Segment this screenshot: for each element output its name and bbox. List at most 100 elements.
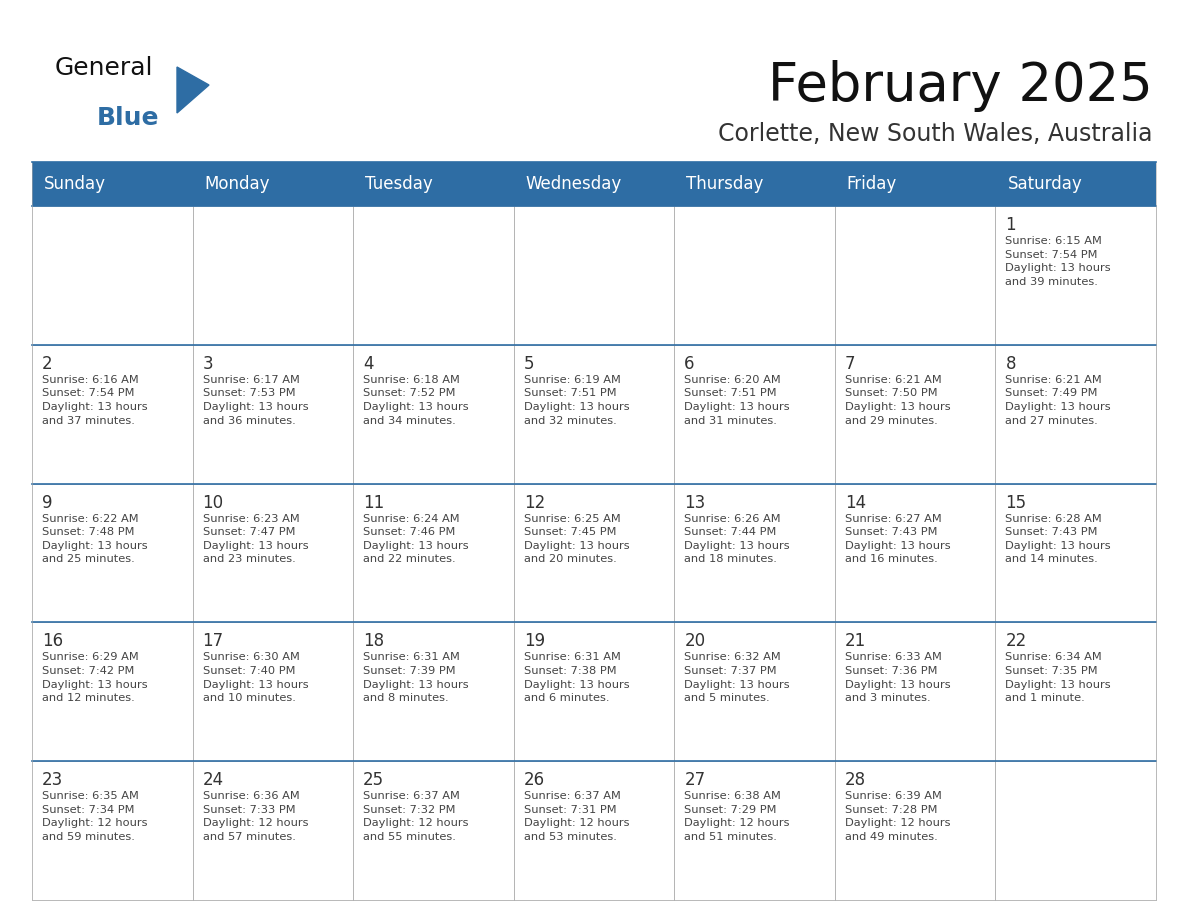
- Bar: [513, 484, 675, 622]
- Text: Sunrise: 6:37 AM
Sunset: 7:32 PM
Daylight: 12 hours
and 55 minutes.: Sunrise: 6:37 AM Sunset: 7:32 PM Dayligh…: [364, 791, 468, 842]
- Bar: [675, 345, 835, 484]
- Text: 12: 12: [524, 494, 545, 511]
- Text: Sunrise: 6:21 AM
Sunset: 7:50 PM
Daylight: 13 hours
and 29 minutes.: Sunrise: 6:21 AM Sunset: 7:50 PM Dayligh…: [845, 375, 950, 426]
- Bar: [996, 345, 1156, 484]
- Bar: [996, 206, 1156, 345]
- Bar: [513, 622, 675, 761]
- Text: Sunrise: 6:35 AM
Sunset: 7:34 PM
Daylight: 12 hours
and 59 minutes.: Sunrise: 6:35 AM Sunset: 7:34 PM Dayligh…: [42, 791, 147, 842]
- Text: Friday: Friday: [847, 175, 897, 193]
- Bar: [996, 761, 1156, 900]
- Bar: [675, 484, 835, 622]
- Text: 15: 15: [1005, 494, 1026, 511]
- Bar: [192, 345, 353, 484]
- Text: Sunrise: 6:32 AM
Sunset: 7:37 PM
Daylight: 13 hours
and 5 minutes.: Sunrise: 6:32 AM Sunset: 7:37 PM Dayligh…: [684, 653, 790, 703]
- Text: Sunrise: 6:31 AM
Sunset: 7:38 PM
Daylight: 13 hours
and 6 minutes.: Sunrise: 6:31 AM Sunset: 7:38 PM Dayligh…: [524, 653, 630, 703]
- Text: 24: 24: [203, 771, 223, 789]
- Bar: [513, 761, 675, 900]
- Text: Sunrise: 6:26 AM
Sunset: 7:44 PM
Daylight: 13 hours
and 18 minutes.: Sunrise: 6:26 AM Sunset: 7:44 PM Dayligh…: [684, 513, 790, 565]
- Text: 3: 3: [203, 354, 213, 373]
- Text: Sunrise: 6:18 AM
Sunset: 7:52 PM
Daylight: 13 hours
and 34 minutes.: Sunrise: 6:18 AM Sunset: 7:52 PM Dayligh…: [364, 375, 469, 426]
- Bar: [353, 206, 513, 345]
- Text: Sunrise: 6:20 AM
Sunset: 7:51 PM
Daylight: 13 hours
and 31 minutes.: Sunrise: 6:20 AM Sunset: 7:51 PM Dayligh…: [684, 375, 790, 426]
- Text: 20: 20: [684, 633, 706, 650]
- Bar: [513, 345, 675, 484]
- Text: Sunrise: 6:25 AM
Sunset: 7:45 PM
Daylight: 13 hours
and 20 minutes.: Sunrise: 6:25 AM Sunset: 7:45 PM Dayligh…: [524, 513, 630, 565]
- Text: 18: 18: [364, 633, 384, 650]
- Bar: [996, 484, 1156, 622]
- Text: Sunrise: 6:27 AM
Sunset: 7:43 PM
Daylight: 13 hours
and 16 minutes.: Sunrise: 6:27 AM Sunset: 7:43 PM Dayligh…: [845, 513, 950, 565]
- Bar: [32, 345, 192, 484]
- Text: Monday: Monday: [204, 175, 270, 193]
- Text: Tuesday: Tuesday: [365, 175, 432, 193]
- Polygon shape: [177, 67, 209, 113]
- Text: 14: 14: [845, 494, 866, 511]
- Text: 4: 4: [364, 354, 374, 373]
- Text: Sunday: Sunday: [44, 175, 106, 193]
- Text: 13: 13: [684, 494, 706, 511]
- Text: 9: 9: [42, 494, 52, 511]
- Bar: [835, 622, 996, 761]
- Text: Sunrise: 6:29 AM
Sunset: 7:42 PM
Daylight: 13 hours
and 12 minutes.: Sunrise: 6:29 AM Sunset: 7:42 PM Dayligh…: [42, 653, 147, 703]
- Text: 1: 1: [1005, 216, 1016, 234]
- Text: Sunrise: 6:36 AM
Sunset: 7:33 PM
Daylight: 12 hours
and 57 minutes.: Sunrise: 6:36 AM Sunset: 7:33 PM Dayligh…: [203, 791, 308, 842]
- Bar: [835, 761, 996, 900]
- Text: 11: 11: [364, 494, 385, 511]
- Text: 8: 8: [1005, 354, 1016, 373]
- Bar: [513, 206, 675, 345]
- Text: February 2025: February 2025: [769, 60, 1154, 112]
- Bar: [675, 206, 835, 345]
- Text: Wednesday: Wednesday: [526, 175, 623, 193]
- Bar: [192, 761, 353, 900]
- Text: Sunrise: 6:37 AM
Sunset: 7:31 PM
Daylight: 12 hours
and 53 minutes.: Sunrise: 6:37 AM Sunset: 7:31 PM Dayligh…: [524, 791, 630, 842]
- Bar: [675, 622, 835, 761]
- Bar: [353, 484, 513, 622]
- Bar: [192, 206, 353, 345]
- Text: Saturday: Saturday: [1007, 175, 1082, 193]
- Text: Sunrise: 6:28 AM
Sunset: 7:43 PM
Daylight: 13 hours
and 14 minutes.: Sunrise: 6:28 AM Sunset: 7:43 PM Dayligh…: [1005, 513, 1111, 565]
- Text: Sunrise: 6:21 AM
Sunset: 7:49 PM
Daylight: 13 hours
and 27 minutes.: Sunrise: 6:21 AM Sunset: 7:49 PM Dayligh…: [1005, 375, 1111, 426]
- Text: Sunrise: 6:23 AM
Sunset: 7:47 PM
Daylight: 13 hours
and 23 minutes.: Sunrise: 6:23 AM Sunset: 7:47 PM Dayligh…: [203, 513, 308, 565]
- Text: 19: 19: [524, 633, 545, 650]
- Text: 5: 5: [524, 354, 535, 373]
- Text: 17: 17: [203, 633, 223, 650]
- Text: 21: 21: [845, 633, 866, 650]
- Bar: [996, 622, 1156, 761]
- Text: Blue: Blue: [97, 106, 159, 130]
- Text: Sunrise: 6:39 AM
Sunset: 7:28 PM
Daylight: 12 hours
and 49 minutes.: Sunrise: 6:39 AM Sunset: 7:28 PM Dayligh…: [845, 791, 950, 842]
- Text: Sunrise: 6:33 AM
Sunset: 7:36 PM
Daylight: 13 hours
and 3 minutes.: Sunrise: 6:33 AM Sunset: 7:36 PM Dayligh…: [845, 653, 950, 703]
- Bar: [353, 345, 513, 484]
- Text: 16: 16: [42, 633, 63, 650]
- Text: 25: 25: [364, 771, 384, 789]
- Text: Corlette, New South Wales, Australia: Corlette, New South Wales, Australia: [719, 122, 1154, 146]
- Text: 23: 23: [42, 771, 63, 789]
- Bar: [32, 622, 192, 761]
- Text: Sunrise: 6:34 AM
Sunset: 7:35 PM
Daylight: 13 hours
and 1 minute.: Sunrise: 6:34 AM Sunset: 7:35 PM Dayligh…: [1005, 653, 1111, 703]
- Bar: [32, 484, 192, 622]
- Bar: [32, 761, 192, 900]
- Bar: [835, 484, 996, 622]
- Bar: [32, 206, 192, 345]
- Bar: [192, 622, 353, 761]
- Text: Sunrise: 6:22 AM
Sunset: 7:48 PM
Daylight: 13 hours
and 25 minutes.: Sunrise: 6:22 AM Sunset: 7:48 PM Dayligh…: [42, 513, 147, 565]
- Text: Sunrise: 6:19 AM
Sunset: 7:51 PM
Daylight: 13 hours
and 32 minutes.: Sunrise: 6:19 AM Sunset: 7:51 PM Dayligh…: [524, 375, 630, 426]
- Text: 10: 10: [203, 494, 223, 511]
- Text: Sunrise: 6:24 AM
Sunset: 7:46 PM
Daylight: 13 hours
and 22 minutes.: Sunrise: 6:24 AM Sunset: 7:46 PM Dayligh…: [364, 513, 469, 565]
- Text: 2: 2: [42, 354, 52, 373]
- Text: 6: 6: [684, 354, 695, 373]
- Text: Sunrise: 6:31 AM
Sunset: 7:39 PM
Daylight: 13 hours
and 8 minutes.: Sunrise: 6:31 AM Sunset: 7:39 PM Dayligh…: [364, 653, 469, 703]
- Bar: [675, 761, 835, 900]
- Text: Sunrise: 6:15 AM
Sunset: 7:54 PM
Daylight: 13 hours
and 39 minutes.: Sunrise: 6:15 AM Sunset: 7:54 PM Dayligh…: [1005, 236, 1111, 286]
- Text: Sunrise: 6:17 AM
Sunset: 7:53 PM
Daylight: 13 hours
and 36 minutes.: Sunrise: 6:17 AM Sunset: 7:53 PM Dayligh…: [203, 375, 308, 426]
- Bar: [835, 206, 996, 345]
- Text: Thursday: Thursday: [687, 175, 764, 193]
- Text: 27: 27: [684, 771, 706, 789]
- Bar: [192, 484, 353, 622]
- Text: 28: 28: [845, 771, 866, 789]
- Text: 26: 26: [524, 771, 545, 789]
- Bar: [353, 622, 513, 761]
- Text: General: General: [55, 56, 153, 80]
- Text: Sunrise: 6:38 AM
Sunset: 7:29 PM
Daylight: 12 hours
and 51 minutes.: Sunrise: 6:38 AM Sunset: 7:29 PM Dayligh…: [684, 791, 790, 842]
- Bar: [32, 162, 1156, 206]
- Bar: [353, 761, 513, 900]
- Text: 22: 22: [1005, 633, 1026, 650]
